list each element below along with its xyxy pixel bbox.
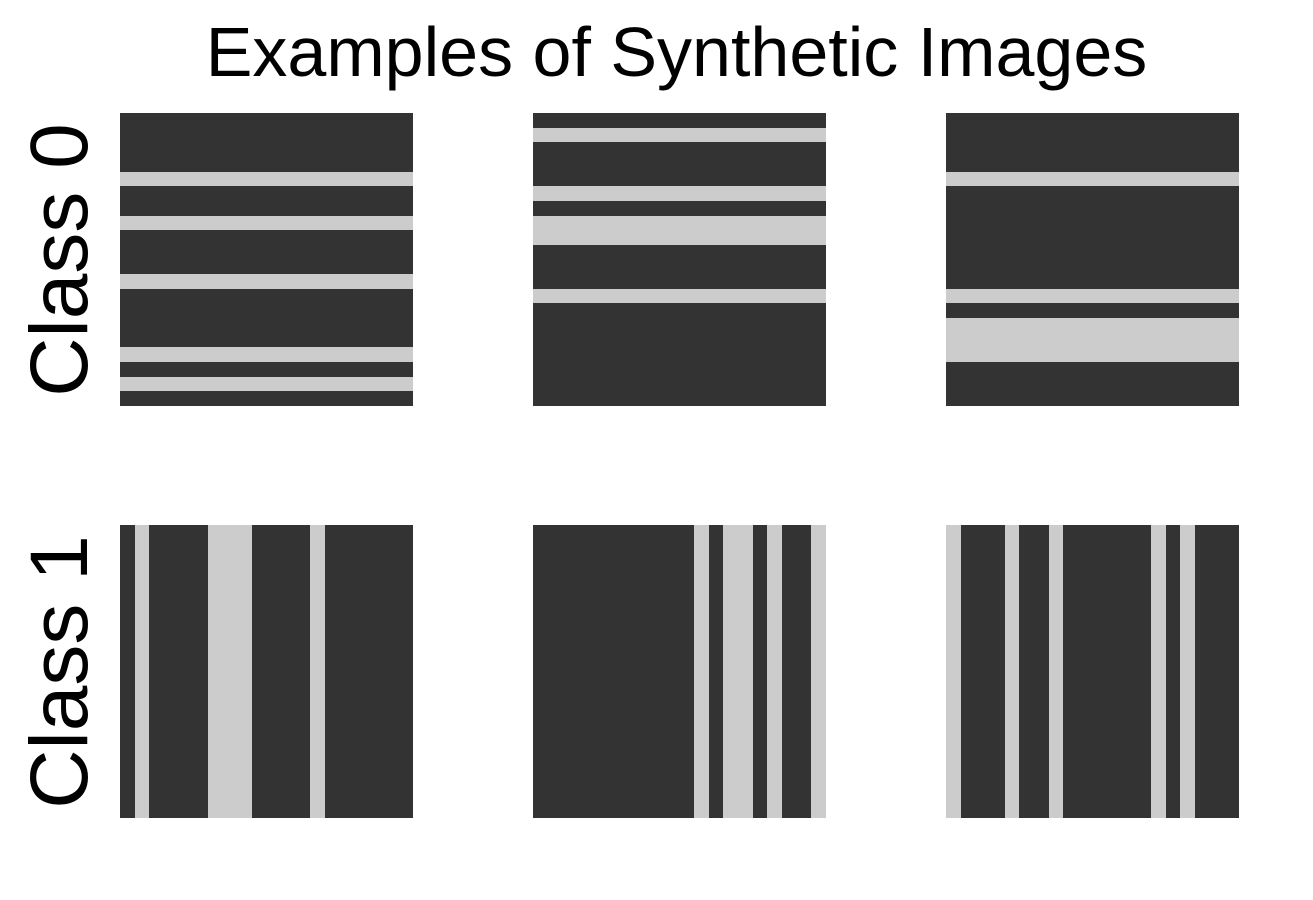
light-stripe [533, 128, 826, 142]
light-stripe [946, 172, 1239, 186]
light-stripe [135, 525, 149, 818]
light-stripe [1180, 525, 1195, 818]
image-background [946, 113, 1239, 406]
light-stripe [811, 525, 826, 818]
synthetic-image [533, 525, 826, 818]
light-stripe [738, 525, 753, 818]
light-stripe [533, 289, 826, 303]
light-stripe [767, 525, 782, 818]
light-stripe [694, 525, 709, 818]
image-background [533, 113, 826, 406]
light-stripe [310, 525, 325, 818]
image-panel-class1-3 [946, 525, 1239, 818]
row-label-class-1: Class 1 [14, 535, 105, 809]
light-stripe [120, 172, 413, 186]
image-background [533, 525, 826, 818]
image-panel-class1-2 [533, 525, 826, 818]
synthetic-image [533, 113, 826, 406]
light-stripe [1005, 525, 1019, 818]
light-stripe [946, 318, 1239, 333]
light-stripe [1151, 525, 1166, 818]
light-stripe [120, 274, 413, 289]
light-stripe [723, 525, 738, 818]
light-stripe [120, 377, 413, 391]
synthetic-image [946, 525, 1239, 818]
light-stripe [1049, 525, 1063, 818]
image-panel-class0-3 [946, 113, 1239, 406]
synthetic-image [946, 113, 1239, 406]
image-panel-class0-1 [120, 113, 413, 406]
light-stripe [120, 347, 413, 362]
light-stripe [223, 525, 237, 818]
image-background [120, 525, 413, 818]
image-background [946, 525, 1239, 818]
light-stripe [946, 525, 961, 818]
light-stripe [946, 333, 1239, 347]
image-background [120, 113, 413, 406]
figure-title: Examples of Synthetic Images [205, 13, 1148, 91]
light-stripe [946, 289, 1239, 303]
light-stripe [946, 347, 1239, 362]
row-label-class-0: Class 0 [14, 123, 105, 397]
image-panel-class0-2 [533, 113, 826, 406]
light-stripe [208, 525, 223, 818]
synthetic-image [120, 113, 413, 406]
synthetic-image [120, 525, 413, 818]
image-panel-class1-1 [120, 525, 413, 818]
light-stripe [533, 230, 826, 245]
light-stripe [533, 186, 826, 201]
light-stripe [533, 216, 826, 230]
light-stripe [237, 525, 252, 818]
light-stripe [120, 216, 413, 230]
